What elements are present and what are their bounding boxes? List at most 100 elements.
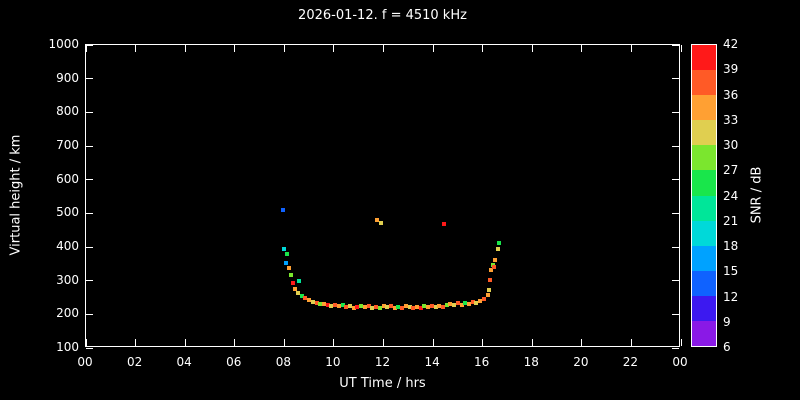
y-tick-mark [672, 246, 679, 248]
data-point [348, 303, 353, 308]
data-point [481, 296, 486, 301]
x-tick-mark [531, 339, 533, 346]
y-tick-mark [672, 313, 679, 315]
y-tick-mark [86, 111, 93, 113]
y-tick-mark [672, 280, 679, 282]
y-tick-label: 500 [56, 205, 79, 220]
x-tick-mark [283, 339, 285, 346]
x-tick-label: 06 [226, 355, 242, 369]
colorbar-tick-label: 42 [723, 37, 739, 51]
data-point [374, 304, 379, 309]
colorbar-segment [692, 270, 716, 296]
data-point [495, 246, 500, 251]
x-tick-mark [383, 339, 384, 346]
data-point [283, 261, 288, 266]
x-tick-mark [85, 339, 87, 346]
x-tick-mark [482, 45, 484, 52]
data-point [288, 272, 293, 277]
data-point [325, 302, 330, 307]
x-tick-mark [581, 45, 583, 52]
x-tick-mark [234, 45, 236, 52]
data-point [310, 299, 315, 304]
data-point [455, 301, 460, 306]
y-tick-mark [672, 212, 679, 214]
x-tick-mark [184, 45, 186, 52]
data-point [377, 305, 382, 310]
data-point [441, 304, 445, 309]
data-point [490, 262, 495, 267]
data-point [322, 301, 326, 306]
colorbar-tick-label: 27 [723, 163, 739, 178]
colorbar-tick-label: 33 [723, 112, 739, 127]
x-tick-mark [581, 339, 583, 346]
data-point [370, 305, 375, 310]
x-tick-mark [184, 339, 186, 346]
colorbar-segment [692, 45, 716, 71]
y-tick-label: 600 [56, 171, 79, 186]
y-tick-label: 1000 [48, 37, 79, 51]
x-tick-mark [135, 45, 137, 52]
data-point [463, 300, 468, 305]
data-point [444, 303, 449, 308]
x-tick-mark [680, 339, 682, 346]
x-tick-label: 18 [523, 355, 539, 369]
data-point [385, 305, 390, 310]
data-point [403, 304, 408, 309]
y-tick-mark [672, 111, 679, 113]
data-point [452, 302, 457, 307]
plot-title: 2026-01-12. f = 4510 kHz [298, 8, 467, 23]
x-tick-label: 20 [573, 355, 589, 369]
data-point [355, 304, 360, 309]
data-point [281, 207, 286, 212]
data-point [340, 303, 345, 308]
data-point [467, 301, 472, 306]
colorbar-segment [692, 120, 716, 146]
data-point [336, 304, 341, 309]
colorbar-segment [692, 195, 716, 221]
data-point [307, 298, 312, 303]
data-point [318, 302, 323, 307]
colorbar-tick-label: 6 [723, 340, 731, 354]
y-tick-mark [86, 313, 93, 315]
y-tick-mark [86, 347, 93, 349]
x-tick-mark [135, 339, 137, 346]
data-point [429, 303, 434, 308]
data-point [418, 305, 423, 310]
data-point [442, 222, 447, 227]
x-tick-mark [482, 339, 484, 346]
x-tick-label: 00 [672, 355, 688, 369]
x-tick-label: 22 [622, 355, 639, 369]
data-point [351, 305, 356, 310]
colorbar-tick-label: 39 [723, 62, 739, 77]
data-point [437, 303, 442, 308]
data-point [359, 303, 364, 308]
data-point [388, 303, 393, 308]
y-tick-label: 100 [56, 340, 79, 354]
colorbar-tick-label: 15 [723, 264, 739, 279]
data-point [378, 221, 383, 226]
data-point [474, 300, 479, 305]
y-tick-mark [86, 78, 93, 80]
x-tick-label: 02 [126, 355, 143, 369]
y-tick-mark [672, 44, 679, 46]
x-axis-label: UT Time / hrs [339, 376, 426, 391]
x-tick-label: 04 [176, 355, 192, 369]
data-point [459, 302, 464, 307]
data-point [293, 286, 298, 291]
data-point [329, 303, 334, 308]
colorbar-segment [692, 70, 716, 96]
data-point [392, 305, 397, 310]
x-tick-label: 00 [77, 355, 93, 369]
x-tick-mark [333, 45, 335, 52]
colorbar-segment [692, 170, 716, 196]
y-tick-mark [86, 145, 93, 147]
data-point [489, 267, 494, 272]
data-point [297, 278, 302, 283]
y-tick-label: 800 [56, 104, 79, 119]
data-point [470, 299, 475, 304]
data-point [411, 306, 416, 311]
data-point [344, 304, 349, 309]
y-tick-mark [672, 347, 679, 349]
colorbar-label: SNR / dB [749, 166, 765, 224]
data-point [407, 305, 412, 310]
